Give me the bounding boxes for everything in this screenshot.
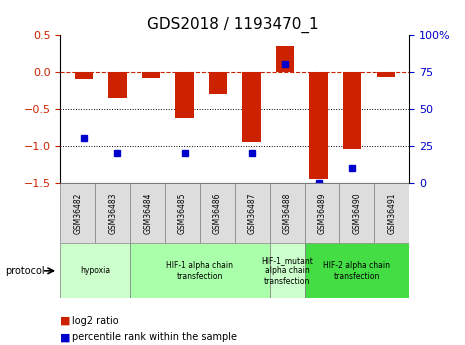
FancyBboxPatch shape bbox=[270, 243, 305, 298]
FancyBboxPatch shape bbox=[130, 183, 165, 243]
Bar bbox=[75, 72, 93, 79]
FancyBboxPatch shape bbox=[95, 183, 130, 243]
FancyBboxPatch shape bbox=[130, 243, 270, 298]
Text: GDS2018 / 1193470_1: GDS2018 / 1193470_1 bbox=[146, 17, 319, 33]
Bar bbox=[276, 46, 294, 72]
Text: GSM36487: GSM36487 bbox=[248, 192, 257, 234]
Text: HIF-1_mutant
alpha chain
transfection: HIF-1_mutant alpha chain transfection bbox=[261, 256, 313, 286]
Text: ■: ■ bbox=[60, 333, 71, 342]
FancyBboxPatch shape bbox=[305, 183, 339, 243]
Bar bbox=[377, 72, 395, 77]
Text: GSM36483: GSM36483 bbox=[108, 192, 117, 234]
FancyBboxPatch shape bbox=[339, 183, 374, 243]
Text: GSM36484: GSM36484 bbox=[143, 192, 152, 234]
Text: GSM36491: GSM36491 bbox=[387, 192, 396, 234]
Bar bbox=[108, 72, 126, 98]
Text: HIF-2 alpha chain
transfection: HIF-2 alpha chain transfection bbox=[323, 261, 391, 280]
FancyBboxPatch shape bbox=[60, 183, 95, 243]
Bar bbox=[175, 72, 194, 118]
Text: GSM36489: GSM36489 bbox=[318, 192, 326, 234]
Bar bbox=[142, 72, 160, 78]
Text: GSM36486: GSM36486 bbox=[213, 192, 222, 234]
FancyBboxPatch shape bbox=[60, 243, 130, 298]
Text: protocol: protocol bbox=[5, 266, 44, 276]
Text: percentile rank within the sample: percentile rank within the sample bbox=[72, 333, 237, 342]
Text: GSM36482: GSM36482 bbox=[73, 193, 82, 234]
Bar bbox=[343, 72, 361, 149]
Text: log2 ratio: log2 ratio bbox=[72, 316, 119, 326]
Text: GSM36485: GSM36485 bbox=[178, 192, 187, 234]
Text: GSM36490: GSM36490 bbox=[352, 192, 361, 234]
Text: ■: ■ bbox=[60, 316, 71, 326]
FancyBboxPatch shape bbox=[270, 183, 305, 243]
Text: HIF-1 alpha chain
transfection: HIF-1 alpha chain transfection bbox=[166, 261, 233, 280]
FancyBboxPatch shape bbox=[235, 183, 270, 243]
FancyBboxPatch shape bbox=[165, 183, 200, 243]
Text: GSM36488: GSM36488 bbox=[283, 193, 292, 234]
FancyBboxPatch shape bbox=[305, 243, 409, 298]
FancyBboxPatch shape bbox=[200, 183, 235, 243]
FancyBboxPatch shape bbox=[374, 183, 409, 243]
Bar bbox=[209, 72, 227, 94]
Text: hypoxia: hypoxia bbox=[80, 266, 110, 275]
Bar bbox=[309, 72, 328, 179]
Bar bbox=[242, 72, 261, 142]
